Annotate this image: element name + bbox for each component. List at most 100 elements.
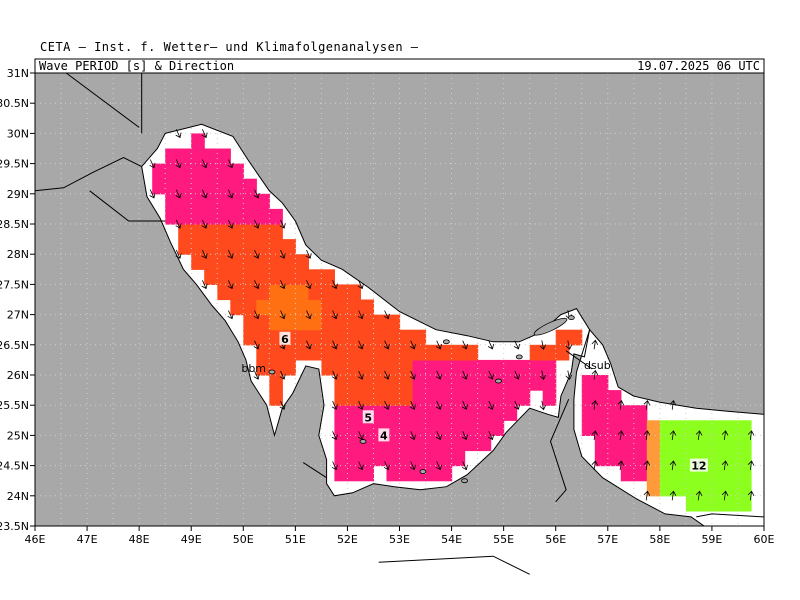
direction-arrow xyxy=(201,189,208,199)
country-border xyxy=(565,350,593,370)
period-cell xyxy=(217,254,231,270)
longitude-axis: 46E 47E 48E 49E 50E 51E 52E 53E 54E 55E 56E 57E 58E 5… xyxy=(25,526,775,546)
period-cell xyxy=(243,299,257,316)
period-cell xyxy=(178,193,192,210)
direction-arrow xyxy=(565,340,573,350)
period-cell xyxy=(451,359,466,376)
period-cell xyxy=(360,359,374,376)
period-cell xyxy=(594,420,609,436)
period-cell xyxy=(724,480,739,497)
direction-arrow xyxy=(305,280,312,290)
period-cell xyxy=(386,465,401,482)
period-cell xyxy=(191,239,205,255)
direction-arrow xyxy=(253,249,260,259)
lat-tick-label: 26N xyxy=(7,369,29,382)
direction-arrow xyxy=(539,340,547,350)
period-cell xyxy=(399,344,414,361)
period-cell xyxy=(360,299,374,316)
direction-arrow xyxy=(487,340,494,350)
period-cell xyxy=(503,359,518,376)
period-cell xyxy=(347,344,361,361)
period-cell xyxy=(399,465,414,482)
period-cell xyxy=(191,208,205,225)
period-cell xyxy=(373,450,388,467)
direction-arrow xyxy=(747,490,755,501)
period-cell xyxy=(373,405,388,421)
period-cell xyxy=(711,435,726,452)
direction-arrow xyxy=(643,490,651,501)
period-cell xyxy=(386,329,401,346)
lat-tick-label: 31N xyxy=(7,67,29,80)
period-cell xyxy=(230,239,244,255)
period-cell xyxy=(191,163,205,180)
period-cell xyxy=(295,299,309,316)
period-cell xyxy=(425,344,440,361)
period-cell xyxy=(685,480,700,497)
direction-arrow xyxy=(383,370,390,380)
period-cell xyxy=(256,269,270,285)
period-cell xyxy=(711,450,726,467)
direction-arrow xyxy=(331,280,338,290)
svg-text:4: 4 xyxy=(380,429,388,442)
direction-arrow xyxy=(331,370,338,380)
period-cell xyxy=(282,359,296,376)
period-cell xyxy=(438,465,453,482)
period-cell xyxy=(217,193,231,210)
island xyxy=(359,439,367,444)
direction-arrow xyxy=(383,400,390,410)
period-cell xyxy=(360,465,374,482)
period-cell xyxy=(490,405,505,421)
direction-arrow xyxy=(227,280,234,290)
period-cell xyxy=(256,329,270,346)
period-cell xyxy=(178,224,192,240)
period-cell xyxy=(451,405,466,421)
direction-arrow xyxy=(305,310,312,320)
period-cell xyxy=(334,420,348,436)
period-cell xyxy=(555,329,570,346)
period-cell xyxy=(269,284,283,301)
period-cell xyxy=(360,314,374,331)
period-cell xyxy=(438,344,453,361)
period-cell xyxy=(646,465,661,482)
lon-tick-label: 53E xyxy=(389,533,410,546)
period-cell xyxy=(568,329,583,346)
direction-arrow xyxy=(409,370,416,380)
period-cell xyxy=(412,375,427,391)
period-cell xyxy=(633,450,648,467)
period-cell xyxy=(217,224,231,240)
direction-arrow xyxy=(201,219,208,229)
period-cell xyxy=(542,359,557,376)
direction-arrow xyxy=(383,310,390,320)
period-cell xyxy=(386,375,401,391)
period-cell xyxy=(204,148,218,165)
period-cell xyxy=(373,344,388,361)
period-cell xyxy=(230,224,244,240)
period-cell xyxy=(607,435,622,452)
period-cell xyxy=(360,329,374,346)
island xyxy=(442,339,450,345)
period-cell xyxy=(672,465,687,482)
lon-tick-label: 47E xyxy=(77,533,98,546)
map-title: Wave_PERIOD_[s]_&_Direction xyxy=(39,59,234,73)
period-cell xyxy=(412,344,427,361)
lat-tick-label: 29.5N xyxy=(0,158,29,171)
period-cell xyxy=(542,390,557,406)
period-cell xyxy=(334,435,348,452)
contour-labels: 6 54 12 xyxy=(279,331,708,473)
direction-arrow xyxy=(409,431,416,441)
island xyxy=(419,469,427,475)
contour-label: 6 xyxy=(279,331,291,346)
direction-arrow xyxy=(149,159,156,169)
period-cell xyxy=(451,344,466,361)
period-cell xyxy=(230,299,244,316)
period-cell xyxy=(620,465,635,482)
period-cell xyxy=(477,390,492,406)
lon-tick-label: 60E xyxy=(754,533,775,546)
period-cell xyxy=(738,465,752,482)
direction-arrow xyxy=(227,249,234,259)
direction-arrow xyxy=(253,340,260,350)
lat-tick-label: 28N xyxy=(7,248,29,261)
direction-arrow xyxy=(383,340,390,350)
period-cell xyxy=(516,375,531,391)
